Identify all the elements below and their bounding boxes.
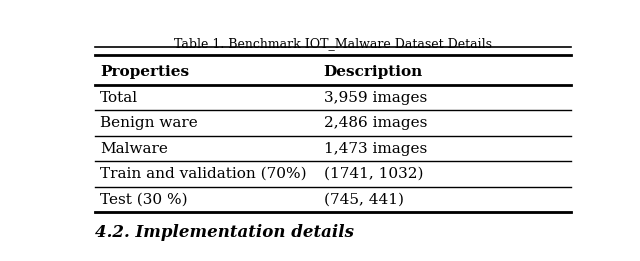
Text: Total: Total	[100, 91, 138, 105]
Text: Table 1. Benchmark IOT_Malware Dataset Details: Table 1. Benchmark IOT_Malware Dataset D…	[174, 37, 492, 50]
Text: Train and validation (70%): Train and validation (70%)	[100, 167, 307, 181]
Text: (745, 441): (745, 441)	[324, 192, 404, 206]
Text: Benign ware: Benign ware	[100, 116, 198, 130]
Text: Test (30 %): Test (30 %)	[100, 192, 188, 206]
Text: Description: Description	[324, 65, 423, 79]
Text: (1741, 1032): (1741, 1032)	[324, 167, 423, 181]
Text: Malware: Malware	[100, 141, 168, 156]
Text: 3,959 images: 3,959 images	[324, 91, 427, 105]
Text: 2,486 images: 2,486 images	[324, 116, 427, 130]
Text: Properties: Properties	[100, 65, 189, 79]
Text: 4.2. Implementation details: 4.2. Implementation details	[95, 224, 354, 241]
Text: 1,473 images: 1,473 images	[324, 141, 427, 156]
